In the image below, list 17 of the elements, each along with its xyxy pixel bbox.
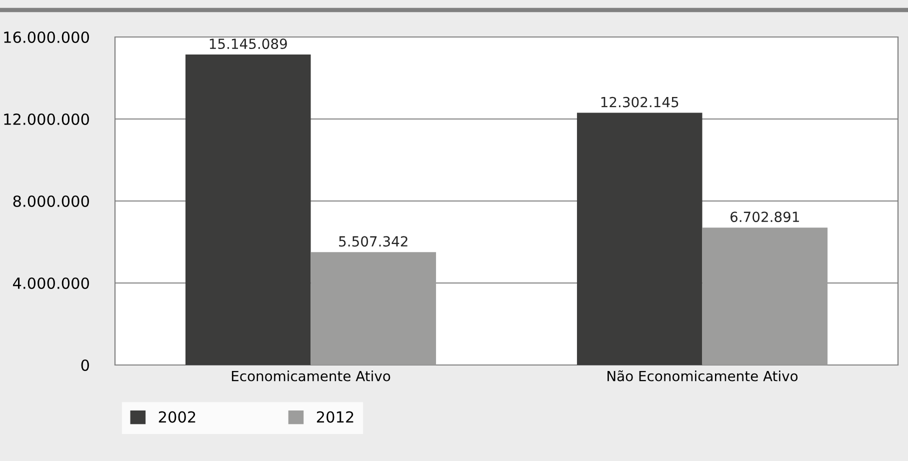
legend-label: 2012	[316, 411, 354, 423]
data-label: 5.507.342	[339, 236, 408, 247]
bar	[310, 252, 436, 365]
bar	[702, 228, 828, 365]
y-tick-label: 16.000.000	[4, 31, 89, 44]
data-label: 12.302.145	[601, 96, 678, 108]
x-tick-label: Economicamente Ativo	[232, 370, 390, 382]
legend-label: 2002	[158, 411, 196, 423]
data-label: 15.145.089	[210, 38, 287, 50]
y-tick-label: 8.000.000	[13, 195, 89, 208]
data-label: 6.702.891	[730, 212, 799, 222]
bar	[576, 112, 702, 365]
y-tick-label: 12.000.000	[4, 113, 89, 126]
y-tick-label: 4.000.000	[12, 277, 89, 290]
x-tick-label: Não Economicamente Ativo	[608, 370, 798, 382]
y-tick-label: 0	[81, 359, 89, 372]
bar	[185, 54, 311, 365]
